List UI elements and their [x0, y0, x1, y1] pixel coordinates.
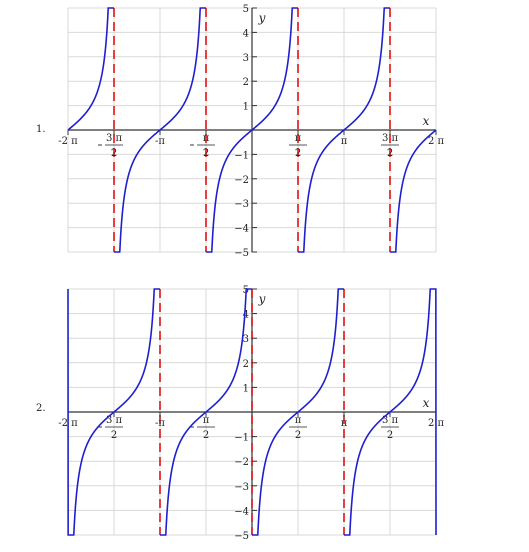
x-tick-label-denominator: 2: [387, 430, 393, 441]
y-tick-label: 2: [243, 359, 249, 370]
x-tick-label: -2 π: [58, 136, 78, 147]
y-tick-label: −4: [234, 224, 249, 235]
y-tick-label: −4: [234, 506, 249, 517]
x-tick-label-denominator: 2: [203, 430, 209, 441]
x-tick-label: -π: [155, 136, 165, 147]
x-tick-label-numerator: π: [295, 415, 302, 426]
x-tick-label-numerator: 3 π: [382, 415, 399, 426]
y-tick-label: −1: [234, 150, 249, 161]
x-tick-fraction-label: π2: [289, 133, 307, 159]
function-curve-branch: [67, 288, 160, 536]
y-tick-label: −3: [234, 482, 249, 493]
function-curve-branch: [344, 288, 437, 536]
x-tick-label-denominator: 2: [203, 148, 209, 159]
function-curve-branch: [206, 7, 298, 253]
y-tick-label: 1: [243, 102, 249, 113]
x-axis-label: x: [423, 396, 430, 410]
y-axis-label: y: [258, 11, 266, 25]
x-tick-label: 2 π: [428, 136, 445, 147]
x-tick-label: -π: [155, 418, 165, 429]
x-tick-label-denominator: 2: [295, 430, 301, 441]
x-axis-label: x: [423, 114, 430, 128]
y-tick-label: −3: [234, 199, 249, 210]
function-curve-branch: [160, 288, 252, 536]
x-tick-fraction-label: π2: [289, 415, 307, 441]
x-tick-fraction-label: 3 π2: [381, 133, 399, 159]
y-tick-label: −5: [234, 248, 249, 259]
x-tick-label-numerator: π: [295, 133, 302, 144]
y-axis-label: y: [258, 292, 266, 306]
x-tick-label-numerator: π: [203, 133, 210, 144]
function-curve-branch: [298, 7, 390, 253]
x-tick-fraction-label: 3 π2: [381, 415, 399, 441]
y-tick-label: −2: [234, 175, 249, 186]
function-curve-branch: [114, 7, 206, 253]
function-curve-branch: [67, 7, 114, 131]
y-tick-label: 4: [243, 310, 249, 321]
x-tick-label: π: [341, 418, 348, 429]
y-tick-label: 3: [243, 334, 249, 345]
x-tick-label-denominator: 2: [111, 430, 117, 441]
x-tick-label-denominator: 2: [111, 148, 117, 159]
function-curve-branch: [390, 129, 437, 253]
x-tick-label-numerator: π: [203, 415, 210, 426]
x-tick-label: π: [341, 136, 348, 147]
y-tick-label: 3: [243, 53, 249, 64]
panel-1-number: 1.: [36, 124, 46, 135]
function-curve-branch: [252, 288, 344, 536]
x-tick-label-numerator: 3 π: [106, 133, 123, 144]
y-tick-label: 4: [243, 28, 249, 39]
y-tick-label: −2: [234, 457, 249, 468]
x-tick-label-numerator: 3 π: [382, 133, 399, 144]
x-tick-label-denominator: 2: [387, 148, 393, 159]
y-tick-label: 1: [243, 383, 249, 394]
x-tick-label-denominator: 2: [295, 148, 301, 159]
x-tick-label-numerator: 3 π: [106, 415, 123, 426]
y-tick-label: 5: [243, 4, 249, 15]
x-tick-fraction-label: 3 π2: [98, 133, 123, 159]
x-tick-fraction-label: π2: [190, 133, 215, 159]
y-tick-label: −5: [234, 531, 249, 542]
y-tick-label: 2: [243, 77, 249, 88]
y-tick-label: −1: [234, 433, 249, 444]
panel-2-number: 2.: [36, 403, 46, 414]
